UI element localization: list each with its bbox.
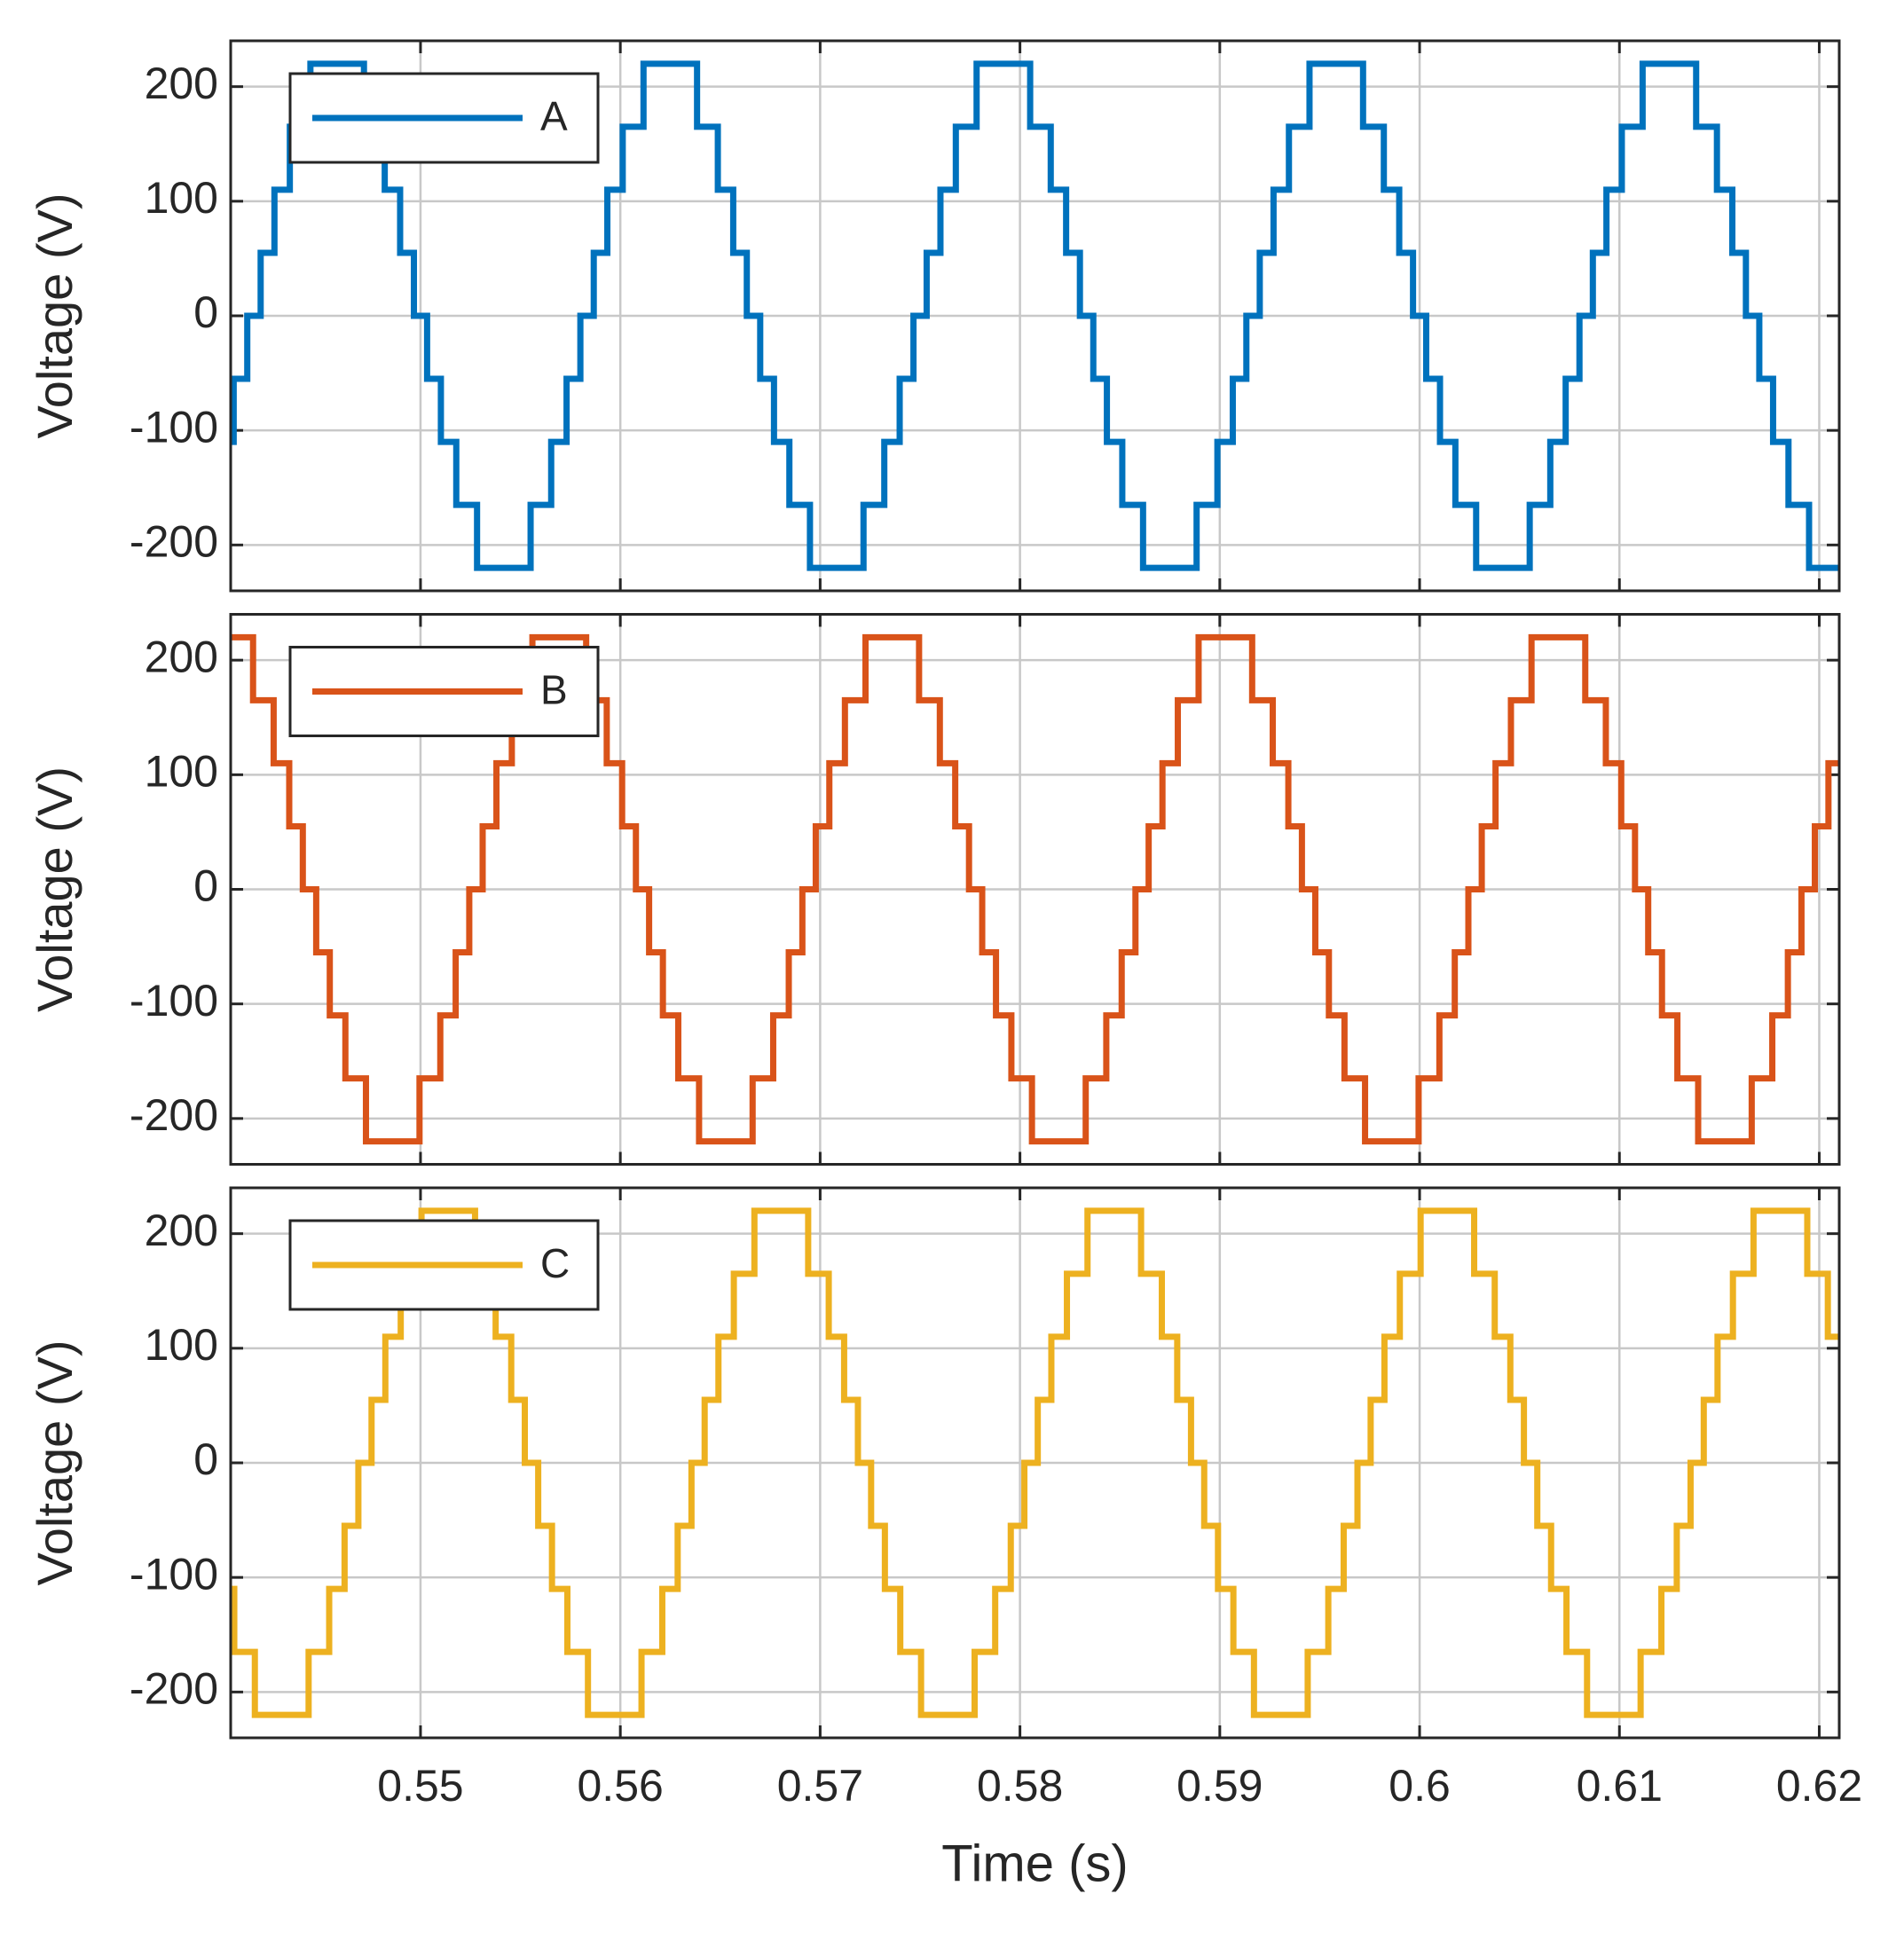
- series-line: [231, 60, 1839, 571]
- y-tick-label: 0: [193, 287, 218, 337]
- axes: -200 -100 0 100 200 B Voltage (V): [27, 613, 1841, 1166]
- y-tick-label: 200: [145, 59, 218, 108]
- legend: B: [288, 646, 600, 737]
- y-tick-label: 100: [145, 173, 218, 223]
- y-tick-label: 200: [145, 1206, 218, 1255]
- y-axis-label: Voltage (V): [27, 766, 83, 1012]
- y-tick-label: 0: [193, 1434, 218, 1484]
- legend-label: C: [540, 1240, 570, 1286]
- x-axis-label: Time (s): [941, 1835, 1128, 1892]
- y-tick-label: -200: [130, 517, 218, 567]
- x-tick-label: 0.58: [977, 1761, 1063, 1811]
- y-axis-label: Voltage (V): [27, 193, 83, 438]
- y-tick-label: -100: [130, 976, 218, 1025]
- y-tick-label: 0: [193, 861, 218, 911]
- x-tick-label: 0.55: [377, 1761, 463, 1811]
- x-tick-label: 0.57: [777, 1761, 863, 1811]
- legend-label: A: [540, 93, 568, 139]
- legend: A: [288, 72, 600, 164]
- y-tick-label: -100: [130, 1549, 218, 1599]
- y-tick-label: 100: [145, 747, 218, 797]
- x-tick-label: 0.6: [1389, 1761, 1451, 1811]
- axes-frame: [229, 1186, 1841, 1740]
- legend: C: [288, 1219, 600, 1311]
- y-tick-label: -200: [130, 1090, 218, 1140]
- y-tick-label: 200: [145, 632, 218, 681]
- axes: -200 -100 0 100 200 A Voltage (V): [27, 39, 1841, 593]
- x-tick-label: 0.59: [1176, 1761, 1263, 1811]
- y-tick-label: -100: [130, 402, 218, 452]
- axes: -200 -100 0 100 200 0.55 0.56 0.57 0.58 0.59 0.6 0.…: [27, 1186, 1862, 1892]
- axes-frame: [229, 613, 1841, 1166]
- series-line: [231, 1207, 1839, 1718]
- x-tick-label: 0.62: [1776, 1761, 1862, 1811]
- x-tick-label: 0.61: [1577, 1761, 1663, 1811]
- series-line: [231, 633, 1839, 1145]
- y-axis-label: Voltage (V): [27, 1340, 83, 1585]
- legend-label: B: [540, 667, 568, 713]
- y-tick-label: 100: [145, 1320, 218, 1370]
- y-tick-label: -200: [130, 1664, 218, 1714]
- axes-frame: [229, 39, 1841, 593]
- x-tick-label: 0.56: [578, 1761, 664, 1811]
